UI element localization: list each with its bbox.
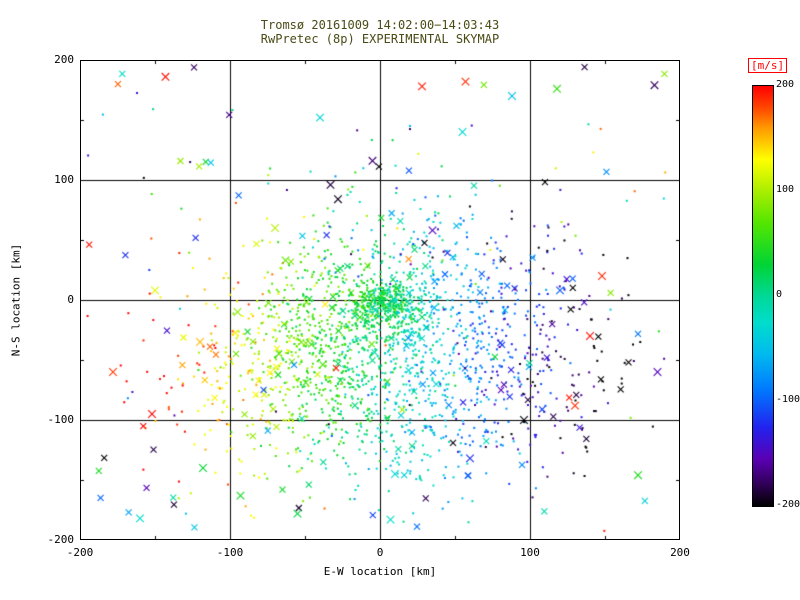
colorbar-tick-label: 100 <box>776 184 795 195</box>
x-tick-label: 200 <box>670 546 690 559</box>
x-tick-label: -100 <box>216 546 244 559</box>
x-tick-label: 100 <box>520 546 540 559</box>
y-tick-label: -200 <box>47 533 75 546</box>
y-tick-label: 0 <box>67 293 74 306</box>
colorbar <box>752 85 774 507</box>
colorbar-tick-label: -200 <box>776 499 800 510</box>
y-tick-label: 200 <box>54 53 74 66</box>
plot-subtitle: RwPretec (8p) EXPERIMENTAL SKYMAP <box>260 32 500 46</box>
colorbar-tick-label: -100 <box>776 394 800 405</box>
y-axis-label: N-S location [km] <box>9 243 23 357</box>
plot-title: Tromsø 20161009 14:02:00−14:03:43 <box>260 18 500 32</box>
colorbar-unit-label: [m/s] <box>748 58 788 73</box>
skymap-scatter-canvas <box>80 60 680 540</box>
x-tick-label: -200 <box>66 546 94 559</box>
colorbar-tick-label: 0 <box>776 289 783 300</box>
x-axis-label: E-W location [km] <box>323 565 437 578</box>
y-tick-label: 100 <box>54 173 74 186</box>
y-tick-label: -100 <box>47 413 75 426</box>
x-tick-label: 0 <box>376 546 384 559</box>
colorbar-tick-label: 200 <box>776 79 795 90</box>
